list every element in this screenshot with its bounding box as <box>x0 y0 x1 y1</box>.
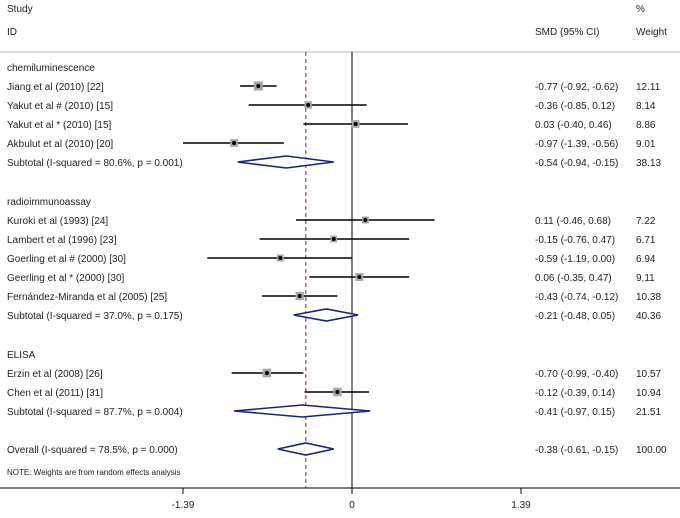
study-label: Goerling et al # (2000) [30] <box>7 254 126 265</box>
x-tick-label: -1.39 <box>172 500 195 511</box>
header-weight: Weight <box>636 27 667 38</box>
ci-value: -0.70 (-0.99, -0.40) <box>535 369 618 380</box>
point-estimate <box>264 371 269 375</box>
ci-value: 0.06 (-0.35, 0.47) <box>535 273 612 284</box>
ci-value: -0.21 (-0.48, 0.05) <box>535 311 615 322</box>
ci-value: -0.43 (-0.74, -0.12) <box>535 292 618 303</box>
subtotal-diamond <box>233 404 371 418</box>
ci-value: 0.03 (-0.40, 0.46) <box>535 120 612 131</box>
point-estimate <box>335 390 340 394</box>
study-label: Jiang et al (2010) [22] <box>7 82 104 93</box>
weight-value: 6.71 <box>636 235 656 246</box>
weight-value: 10.94 <box>636 388 661 399</box>
study-label: Geerling et al * (2000) [30] <box>7 273 125 284</box>
ci-value: -0.59 (-1.19, 0.00) <box>535 254 615 265</box>
study-label: Yakut et al * (2010) [15] <box>7 120 112 131</box>
ci-value: -0.15 (-0.76, 0.47) <box>535 235 615 246</box>
weight-value: 9.11 <box>636 273 655 284</box>
ci-value: -0.12 (-0.39, 0.14) <box>535 388 615 399</box>
overall-label: Overall (I-squared = 78.5%, p = 0.000) <box>7 445 178 456</box>
ci-value: -0.77 (-0.92, -0.62) <box>535 82 618 93</box>
subtotal-label: Subtotal (I-squared = 87.7%, p = 0.004) <box>7 407 183 418</box>
ci-value: -0.54 (-0.94, -0.15) <box>535 158 618 169</box>
group-label: radioimmunoassay <box>7 197 91 208</box>
weight-value: 12.11 <box>636 82 661 93</box>
subtotal-label: Subtotal (I-squared = 80.6%, p = 0.001) <box>7 158 183 169</box>
study-label: Fernández-Miranda et al (2005) [25] <box>7 292 167 303</box>
subtotal-label: Subtotal (I-squared = 37.0%, p = 0.175) <box>7 311 183 322</box>
header-study: Study <box>7 4 33 15</box>
point-estimate <box>306 103 311 107</box>
ci-value: -0.38 (-0.61, -0.15) <box>535 445 618 456</box>
weight-value: 9.01 <box>636 139 656 150</box>
weight-value: 40.36 <box>636 311 661 322</box>
weight-value: 10.57 <box>636 369 661 380</box>
study-label: Akbulut et al (2010) [20] <box>7 139 113 150</box>
ci-value: 0.11 (-0.46, 0.68) <box>535 216 611 227</box>
study-label: Lambert et al (1996) [23] <box>7 235 117 246</box>
weight-value: 8.86 <box>636 120 656 131</box>
study-label: Yakut et al # (2010) [15] <box>7 101 113 112</box>
ci-value: -0.97 (-1.39, -0.56) <box>535 139 618 150</box>
weight-value: 38.13 <box>636 158 661 169</box>
point-estimate <box>256 84 261 88</box>
weight-value: 8.14 <box>636 101 656 112</box>
point-estimate <box>357 275 362 279</box>
point-estimate <box>232 141 237 145</box>
x-tick-label: 1.39 <box>511 500 531 511</box>
point-estimate <box>278 256 283 260</box>
point-estimate <box>353 122 358 126</box>
overall-diamond <box>277 442 334 456</box>
x-tick-label: 0 <box>349 500 355 511</box>
footnote: NOTE: Weights are from random effects an… <box>7 468 181 477</box>
point-estimate <box>331 237 336 241</box>
header-pct: % <box>636 4 645 15</box>
ci-value: -0.41 (-0.97, 0.15) <box>535 407 615 418</box>
header-id: ID <box>7 27 17 38</box>
weight-value: 7.22 <box>636 216 656 227</box>
point-estimate <box>363 218 368 222</box>
point-estimate <box>297 294 302 298</box>
weight-value: 21.51 <box>636 407 661 418</box>
weight-value: 6.94 <box>636 254 656 265</box>
ci-value: -0.36 (-0.85, 0.12) <box>535 101 615 112</box>
weight-value: 100.00 <box>636 445 667 456</box>
weight-value: 10.38 <box>636 292 661 303</box>
study-label: Kuroki et al (1993) [24] <box>7 216 108 227</box>
study-label: Chen et al (2011) [31] <box>7 388 103 399</box>
subtotal-diamond <box>293 308 359 322</box>
group-label: ELISA <box>7 350 36 361</box>
header-smd: SMD (95% CI) <box>535 27 599 38</box>
group-label: chemiluminescence <box>7 63 95 74</box>
subtotal-diamond <box>237 155 334 169</box>
study-label: Erzin et al (2008) [26] <box>7 369 103 380</box>
